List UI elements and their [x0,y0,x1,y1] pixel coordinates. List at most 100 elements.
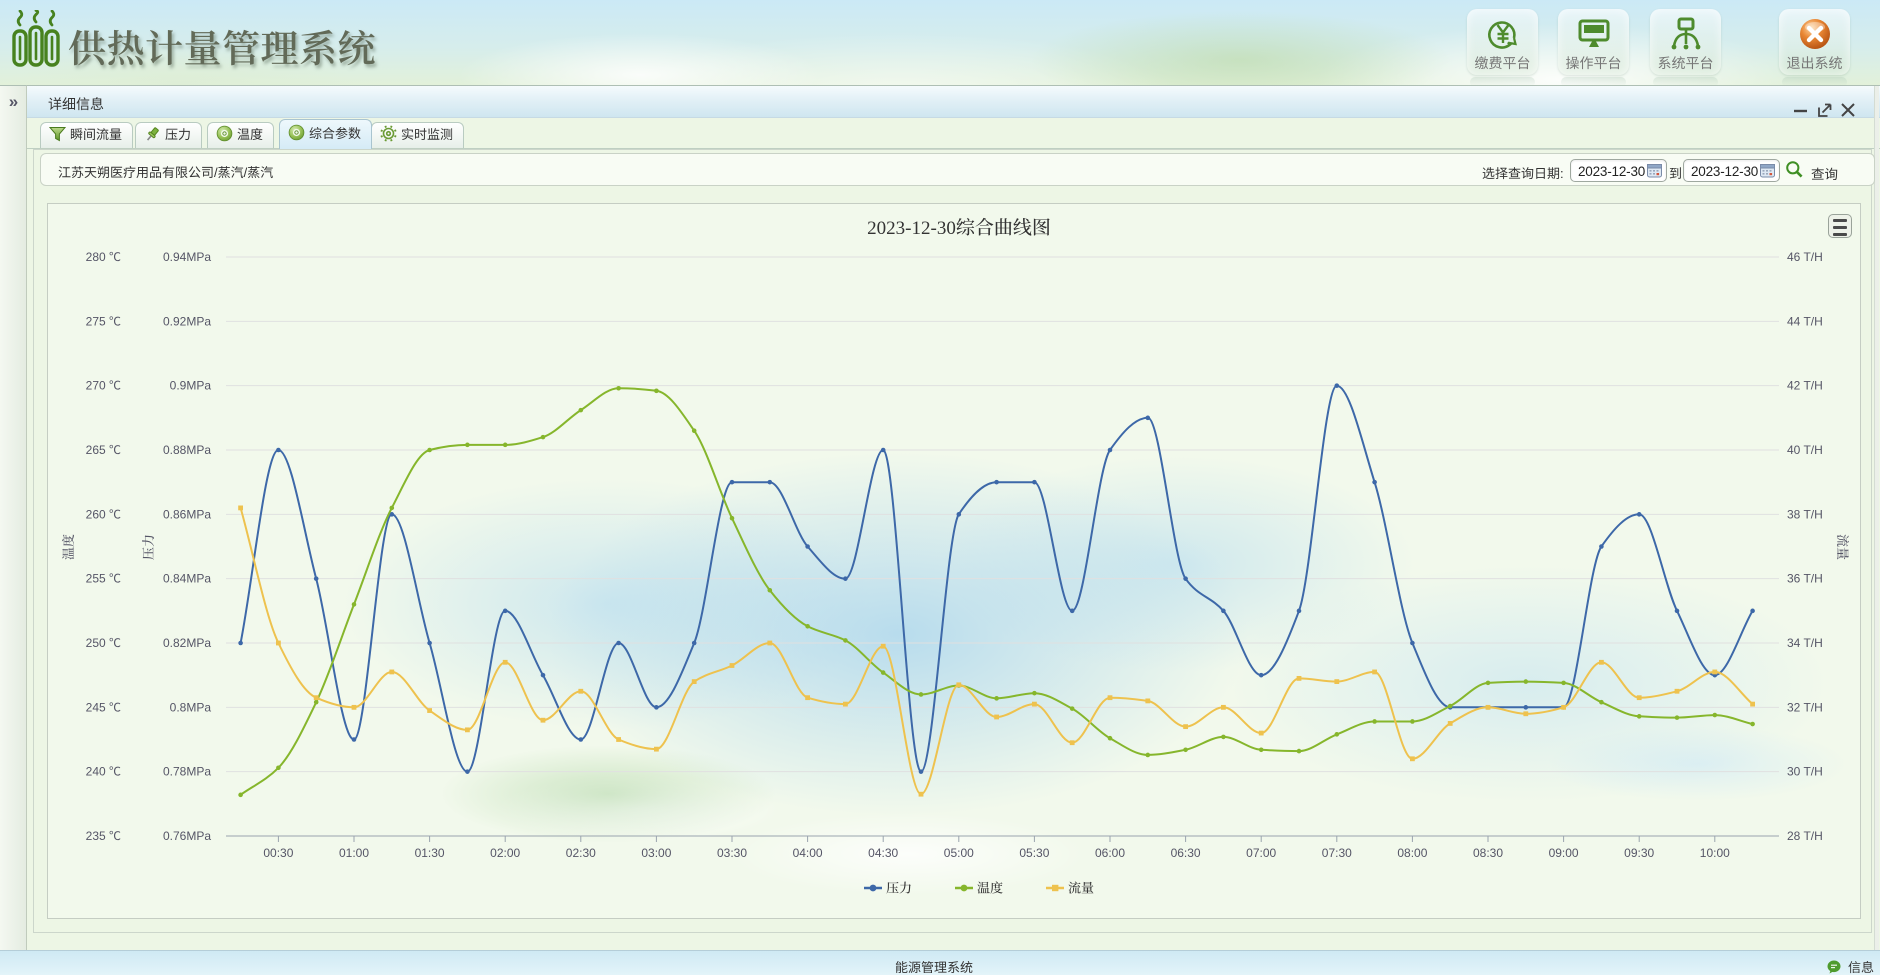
maximize-icon[interactable] [1817,102,1833,118]
svg-text:44 T/H: 44 T/H [1787,314,1823,328]
tab-瞬间流量[interactable]: 瞬间流量 [40,122,134,150]
chart-menu-button[interactable] [1828,214,1852,238]
svg-text:01:00: 01:00 [339,846,369,860]
yuan-pay-icon [1467,16,1538,52]
chart-background [48,204,1860,918]
date-range-label: 选择查询日期: [1482,166,1564,181]
nav-exit-system-button[interactable]: 退出系统 [1779,9,1850,87]
svg-text:0.8MPa: 0.8MPa [170,700,212,714]
svg-text:04:30: 04:30 [868,846,898,860]
svg-text:03:00: 03:00 [641,846,671,860]
disc-icon [216,125,233,150]
company-breadcrumb: 江苏天朔医疗用品有限公司/蒸汽/蒸汽 [58,165,274,180]
svg-text:275 ℃: 275 ℃ [86,314,121,328]
svg-text:0.9MPa: 0.9MPa [170,379,212,393]
status-message-label: 信息 [1847,960,1874,975]
legend-item-流量[interactable]: 流量 [1046,881,1094,896]
tab-label: 压力 [165,127,192,142]
tab-label: 实时监测 [401,127,454,142]
tab-实时监测[interactable]: 实时监测 [371,122,465,150]
close-icon[interactable] [1840,102,1856,118]
tab-label: 综合参数 [309,126,362,141]
svg-text:42 T/H: 42 T/H [1787,379,1823,393]
legend-item-压力[interactable]: 压力 [864,881,912,896]
y-axis-temperature-labels: 280 ℃ 275 ℃ 270 ℃ 265 ℃ 260 ℃ 255 ℃ 250 ℃ 245 ℃… [86,250,121,843]
gear-icon [380,125,397,150]
svg-text:46 T/H: 46 T/H [1787,250,1823,264]
status-system-name: 能源管理系统 [894,960,973,975]
svg-text:00:30: 00:30 [263,846,293,860]
svg-text:01:30: 01:30 [415,846,445,860]
tab-压力[interactable]: 压力 [135,122,203,148]
svg-text:250 ℃: 250 ℃ [86,636,121,650]
tab-温度[interactable]: 温度 [207,122,275,150]
svg-text:04:00: 04:00 [793,846,823,860]
series-流量 [238,505,1755,797]
nav-button-label: 系统平台 [1657,55,1714,71]
calendar-icon[interactable] [1760,163,1775,183]
svg-text:30 T/H: 30 T/H [1787,765,1823,779]
tab-bar: 瞬间流量 压力 温度 综合参数 实时监测 [27,118,1880,149]
nav-payment-platform-button[interactable]: 缴费平台 [1467,9,1538,87]
date-from-input[interactable]: 2023-12-30 [1570,159,1667,182]
svg-text:265 ℃: 265 ℃ [86,443,121,457]
app-title: 供热计量管理系统 [68,18,377,73]
svg-text:0.82MPa: 0.82MPa [163,636,211,650]
minimize-icon[interactable] [1793,102,1809,118]
svg-text:280 ℃: 280 ℃ [86,250,121,264]
calendar-icon[interactable] [1647,163,1662,183]
tab-label: 温度 [237,127,264,142]
disc-icon [288,123,305,151]
monitor-icon [1558,16,1629,52]
funnel-icon [48,126,67,150]
svg-text:压力: 压力 [886,881,912,896]
svg-text:0.76MPa: 0.76MPa [163,829,211,843]
svg-text:09:00: 09:00 [1549,846,1579,860]
date-to-input[interactable]: 2023-12-30 [1683,159,1780,182]
search-button[interactable]: 查询 [1785,160,1875,182]
nav-operation-platform-button[interactable]: 操作平台 [1558,9,1629,87]
search-icon [1785,160,1804,178]
svg-text:06:00: 06:00 [1095,846,1125,860]
chart-legend: 压力 温度 流量 [864,881,1094,896]
panel-title: 详细信息 [48,96,104,112]
svg-text:270 ℃: 270 ℃ [86,379,121,393]
exit-icon [1779,16,1850,52]
svg-text:0.84MPa: 0.84MPa [163,572,211,586]
svg-text:0.86MPa: 0.86MPa [163,507,211,521]
chart-grid [226,256,1779,837]
nav-button-label: 退出系统 [1786,55,1843,71]
hamburger-icon [1833,219,1847,222]
status-message-link[interactable]: 信息 [1827,957,1874,975]
search-button-label: 查询 [1811,167,1838,182]
svg-text:08:00: 08:00 [1397,846,1427,860]
svg-text:40 T/H: 40 T/H [1787,443,1823,457]
app-header: 供热计量管理系统 缴费平台 操作平台 [0,0,1880,87]
sidebar-expand-icon[interactable]: » [8,92,19,111]
svg-text:03:30: 03:30 [717,846,747,860]
svg-text:32 T/H: 32 T/H [1787,700,1823,714]
detail-panel: 详细信息 瞬间流量 压力 温度 综合参数 实时监测 江苏天朔医疗用品有限公司/蒸汽/蒸汽… [27,85,1880,975]
svg-text:05:00: 05:00 [944,846,974,860]
date-from-value: 2023-12-30 [1578,164,1646,179]
chart-title: 2023-12-30综合曲线图 [867,217,1051,239]
tab-综合参数[interactable]: 综合参数 [279,119,373,151]
scrollbar-track[interactable] [1874,86,1879,975]
y-axis-flow-labels: 46 T/H 44 T/H 42 T/H 40 T/H 38 T/H 36 T/H 34 T… [1787,250,1823,843]
date-to-value: 2023-12-30 [1691,164,1759,179]
status-bar: 能源管理系统 信息 [0,950,1880,975]
nav-system-platform-button[interactable]: 系统平台 [1650,9,1721,87]
svg-text:260 ℃: 260 ℃ [86,507,121,521]
nav-button-label: 操作平台 [1565,55,1622,71]
series-压力 [238,383,1755,774]
legend-item-温度[interactable]: 温度 [955,881,1003,896]
chart-container: 2023-12-30综合曲线图 280 ℃ 275 ℃ 270 ℃ 265 ℃ 260 ℃… [47,203,1861,919]
nav-button-label: 缴费平台 [1474,55,1531,71]
svg-text:0.92MPa: 0.92MPa [163,314,211,328]
app-logo-icon [12,10,60,67]
date-range-to-label: 到 [1669,166,1683,181]
svg-text:02:30: 02:30 [566,846,596,860]
axis-name: 温度 [61,534,76,560]
svg-text:07:30: 07:30 [1322,846,1352,860]
